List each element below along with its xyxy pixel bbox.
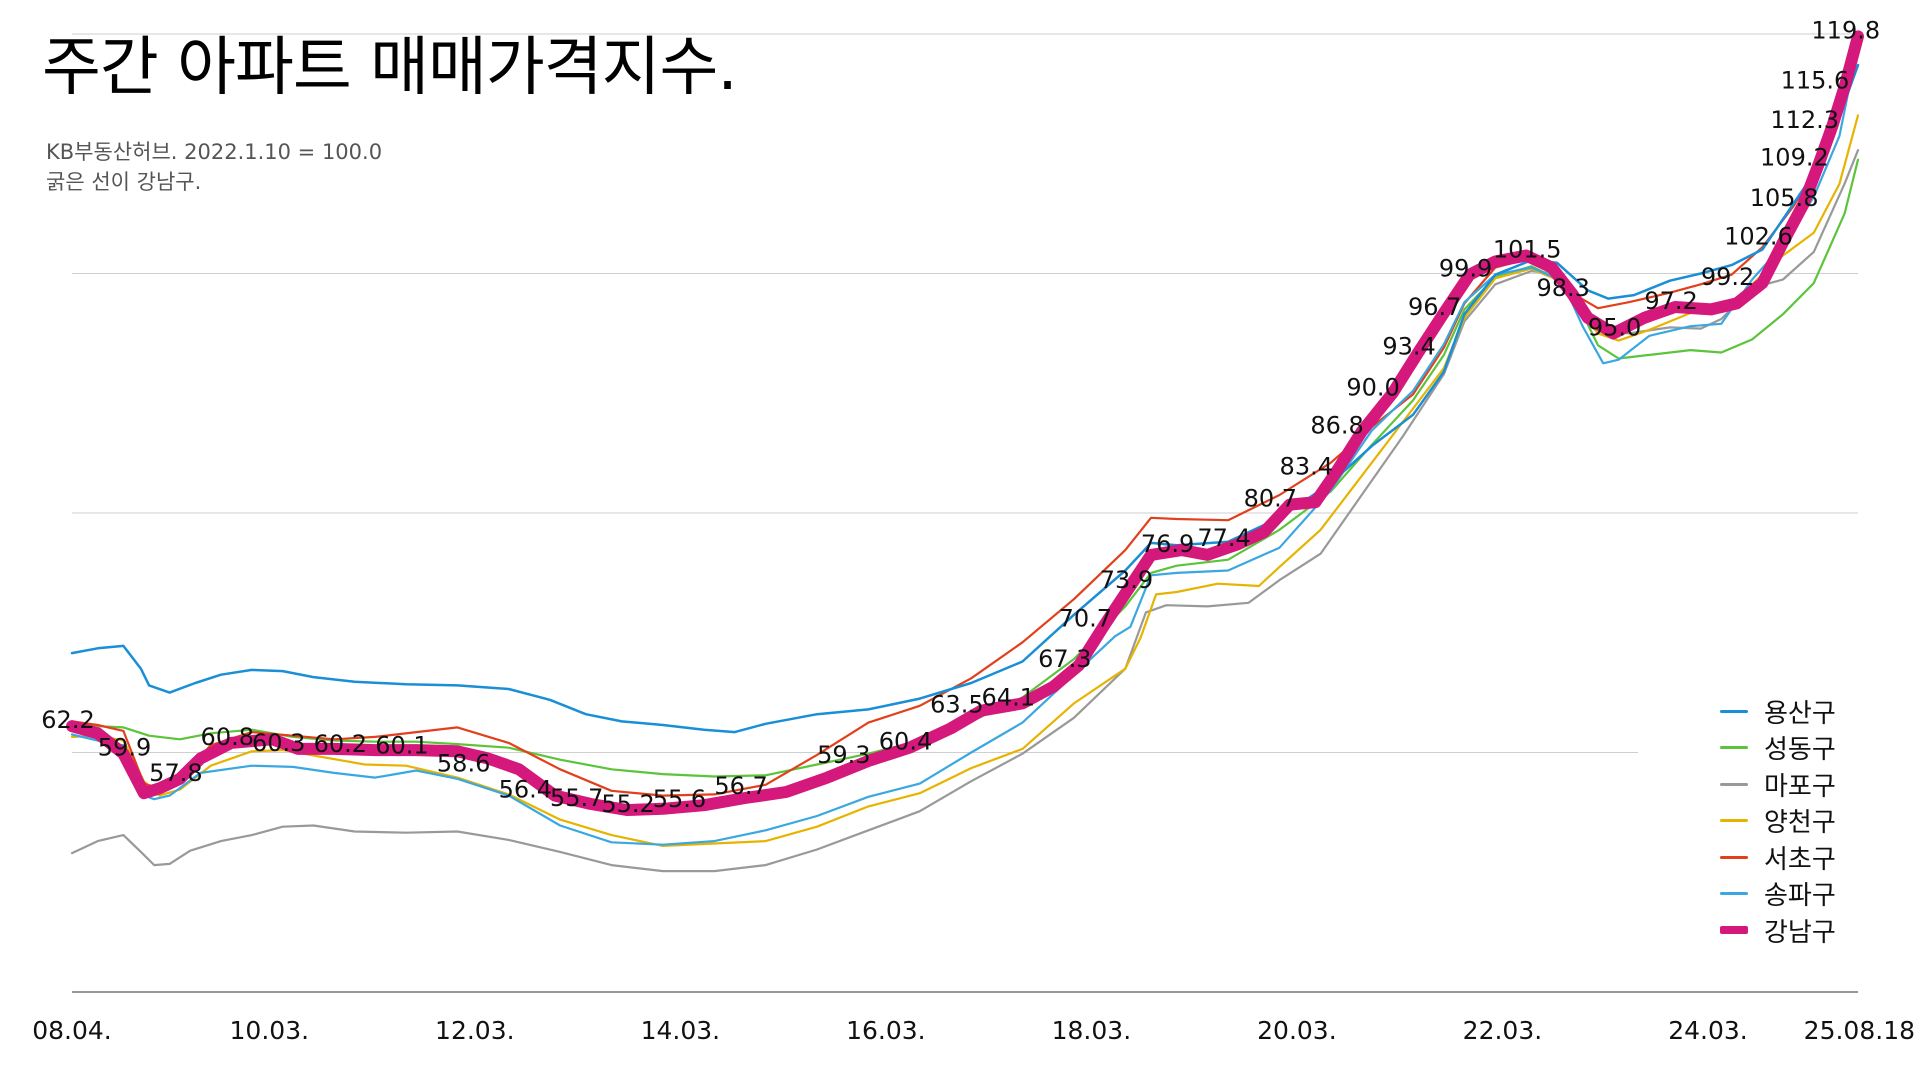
data-label: 59.3: [817, 741, 870, 769]
legend-item: 성동구: [1720, 730, 1836, 767]
legend-item: 용산구: [1720, 693, 1836, 730]
data-label: 55.2: [601, 790, 654, 818]
data-label: 57.8: [149, 759, 202, 787]
data-label: 73.9: [1100, 566, 1153, 594]
data-label: 63.5: [930, 691, 983, 719]
legend-swatch: [1720, 855, 1748, 859]
x-tick-label: 25.08.18: [1804, 1016, 1915, 1045]
data-label: 109.2: [1760, 143, 1829, 171]
data-label: 60.3: [252, 729, 305, 757]
data-labels: 62.259.957.8 60.860.3 60.2 60.1 58.6 56.455.7…: [41, 16, 1880, 818]
data-label: 59.9: [98, 734, 151, 762]
legend-item: 서초구: [1720, 839, 1836, 876]
series-line-강남구: [66, 30, 1864, 816]
data-label: 60.4: [879, 728, 932, 756]
data-label: 90.0: [1346, 373, 1399, 401]
data-label: 56.4: [499, 776, 552, 804]
data-label: 62.2: [41, 706, 94, 734]
data-label: 77.4: [1197, 524, 1250, 552]
legend-label: 강남구: [1764, 917, 1836, 948]
chart-subtitle-note: 굵은 선이 강남구.: [46, 170, 202, 194]
legend-item: 양천구: [1720, 803, 1836, 840]
data-label: 76.9: [1141, 530, 1194, 558]
data-label: 97.2: [1644, 287, 1697, 315]
legend-label: 용산구: [1764, 698, 1836, 729]
chart-subtitle-source: KB부동산허브. 2022.1.10 = 100.0: [46, 140, 383, 164]
data-label: 55.7: [550, 784, 603, 812]
data-label: 55.6: [653, 785, 706, 813]
x-tick-label: 24.03.: [1668, 1016, 1748, 1045]
data-label: 56.7: [714, 772, 767, 800]
legend-swatch: [1720, 926, 1748, 935]
x-tick-label: 18.03.: [1052, 1016, 1132, 1045]
legend-label: 양천구: [1764, 808, 1836, 839]
data-label: 101.5: [1493, 236, 1562, 264]
series-line-용산구: [70, 63, 1860, 734]
data-label: 80.7: [1244, 485, 1297, 513]
data-label: 98.3: [1536, 274, 1589, 302]
series-lines: [66, 30, 1864, 873]
legend-item: 송파구: [1720, 876, 1836, 913]
data-label: 60.1: [375, 731, 428, 759]
legend-swatch: [1720, 746, 1748, 750]
legend-label: 성동구: [1764, 735, 1836, 766]
data-label: 112.3: [1770, 106, 1839, 134]
legend-swatch: [1720, 819, 1748, 823]
data-label: 95.0: [1588, 313, 1641, 341]
data-label: 70.7: [1059, 604, 1112, 632]
data-label: 58.6: [437, 749, 490, 777]
legend-label: 마포구: [1764, 771, 1836, 802]
series-line-송파구: [70, 42, 1860, 846]
legend-item: 마포구: [1720, 766, 1836, 803]
data-label: 60.2: [314, 730, 367, 758]
chart-title: 주간 아파트 매매가격지수.: [42, 31, 738, 105]
x-tick-label: 16.03.: [846, 1016, 926, 1045]
data-label: 86.8: [1310, 412, 1363, 440]
data-label: 99.2: [1701, 263, 1754, 291]
x-tick-label: 22.03.: [1463, 1016, 1543, 1045]
legend-label: 송파구: [1764, 881, 1836, 912]
series-line-마포구: [70, 149, 1860, 873]
legend-swatch: [1720, 709, 1748, 713]
data-label: 119.8: [1811, 16, 1880, 44]
data-label: 83.4: [1280, 452, 1333, 480]
legend-swatch: [1720, 782, 1748, 786]
x-tick-label: 14.03.: [641, 1016, 721, 1045]
data-label: 99.9: [1439, 255, 1492, 283]
x-tick-label: 08.04.: [32, 1016, 112, 1045]
data-label: 96.7: [1408, 293, 1461, 321]
data-label: 93.4: [1382, 333, 1435, 361]
data-label: 102.6: [1724, 222, 1793, 250]
data-label: 67.3: [1038, 645, 1091, 673]
legend-item: 강남구: [1720, 912, 1836, 949]
legend-label: 서초구: [1764, 844, 1836, 875]
series-line-서초구: [70, 63, 1860, 797]
data-label: 115.6: [1781, 67, 1850, 95]
x-tick-label: 20.03.: [1257, 1016, 1337, 1045]
x-tick-label: 10.03.: [230, 1016, 310, 1045]
legend-swatch: [1720, 892, 1748, 896]
x-axis-ticks: 08.04. 10.03. 12.03. 14.03. 16.03. 18.03. 20.0…: [32, 1016, 1915, 1045]
data-label: 60.8: [201, 723, 254, 751]
data-label: 105.8: [1750, 184, 1819, 212]
x-tick-label: 12.03.: [435, 1016, 515, 1045]
gridlines: [72, 33, 1858, 993]
data-label: 64.1: [982, 683, 1035, 711]
